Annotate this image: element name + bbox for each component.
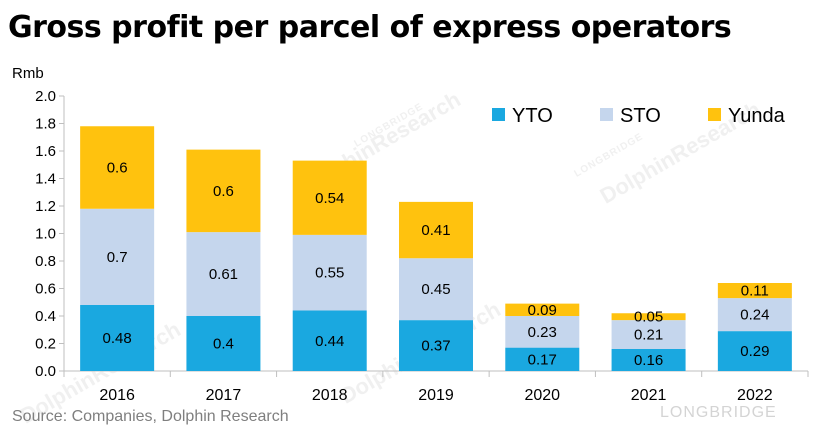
bar-segment-yunda (505, 303, 580, 316)
x-tick-label: 2020 (524, 387, 560, 404)
bar-segment-yunda (186, 149, 261, 233)
bar-segment-yunda (717, 283, 792, 299)
bars-group: 0.48 0.7 0.6 0.4 0.61 0.6 0.44 0.55 0.54 0.37 0.45… (80, 126, 792, 371)
y-tick-label: 0.6 (35, 281, 56, 298)
data-label-sto: 0.45 (421, 281, 450, 298)
legend-label-yunda: Yunda (728, 105, 786, 127)
bar-segment-sto (505, 316, 580, 348)
data-label-yunda: 0.6 (107, 160, 128, 177)
bar-segment-sto (717, 298, 792, 332)
bar-segment-yunda (292, 160, 367, 235)
x-tick-label: 2017 (206, 387, 242, 404)
y-axis: 0.0 0.2 0.4 0.6 0.8 1.0 1.2 1.4 1.6 1.8 2.0 (35, 88, 65, 380)
bar-segment-yto (292, 310, 367, 371)
data-label-yunda: 0.09 (528, 302, 557, 319)
y-tick-label: 1.8 (35, 116, 56, 133)
y-axis-unit-label: Rmb (12, 65, 44, 82)
y-tick-label: 0.0 (35, 363, 56, 380)
data-label-sto: 0.21 (634, 327, 663, 344)
data-label-yto: 0.4 (213, 336, 234, 353)
bar-segment-yto (611, 349, 686, 371)
data-label-yto: 0.16 (634, 352, 663, 369)
bar-segment-sto (399, 258, 473, 321)
x-tick-label: 2022 (737, 387, 773, 404)
data-label-yunda: 0.05 (634, 309, 663, 326)
data-label-sto: 0.7 (107, 249, 128, 266)
y-tick-label: 1.0 (35, 226, 56, 243)
bar-segment-sto (80, 208, 155, 305)
data-label-sto: 0.61 (209, 266, 238, 283)
bar-segment-yunda (399, 201, 473, 259)
data-label-yto: 0.29 (740, 343, 769, 360)
bar-segment-yto (80, 305, 155, 371)
x-axis: 2016 2017 2018 2019 2020 2021 2022 (63, 370, 809, 404)
y-tick-label: 0.8 (35, 253, 56, 270)
x-tick-label: 2021 (631, 387, 667, 404)
legend-label-yto: YTO (512, 105, 553, 127)
legend: YTO STO Yunda (492, 105, 786, 127)
source-note: Source: Companies, Dolphin Research (12, 408, 289, 425)
data-label-yto: 0.44 (315, 333, 344, 350)
data-label-yunda: 0.54 (315, 190, 344, 207)
bar-segment-sto (611, 320, 686, 349)
data-label-sto: 0.24 (740, 307, 769, 324)
legend-swatch-yunda (708, 108, 721, 121)
y-tick-label: 1.2 (35, 198, 56, 215)
footer-brand-watermark: LONGBRIDGE (660, 404, 777, 421)
legend-swatch-sto (600, 108, 613, 121)
y-tick-label: 1.4 (35, 171, 56, 188)
bar-segment-yto (717, 331, 792, 371)
x-tick-label: 2016 (99, 387, 135, 404)
bar-segment-sto (292, 234, 367, 311)
data-label-yto: 0.37 (421, 338, 450, 355)
x-tick-label: 2019 (418, 387, 454, 404)
bar-segment-sto (186, 232, 261, 316)
y-tick-label: 2.0 (35, 88, 56, 105)
data-label-yto: 0.48 (103, 330, 132, 347)
legend-label-sto: STO (620, 105, 661, 127)
data-label-yunda: 0.11 (741, 283, 769, 300)
y-tick-label: 1.6 (35, 143, 56, 160)
data-label-yunda: 0.6 (213, 183, 234, 200)
bar-segment-yto (399, 320, 473, 371)
data-label-sto: 0.23 (528, 324, 557, 341)
bar-segment-yto (505, 347, 580, 371)
bar-segment-yunda (611, 313, 686, 321)
x-tick-label: 2018 (312, 387, 348, 404)
chart-title: Gross profit per parcel of express opera… (8, 10, 732, 45)
bar-segment-yto (186, 316, 261, 371)
data-label-sto: 0.55 (315, 265, 344, 282)
legend-swatch-yto (492, 108, 505, 121)
data-label-yto: 0.17 (528, 351, 557, 368)
data-label-yunda: 0.41 (421, 222, 450, 239)
bar-segment-yunda (80, 126, 155, 209)
y-tick-label: 0.2 (35, 336, 56, 353)
y-tick-label: 0.4 (35, 308, 56, 325)
